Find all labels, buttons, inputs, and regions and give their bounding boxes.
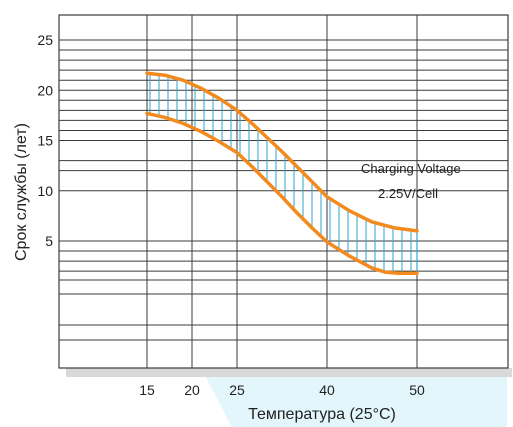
lower-life-curve — [145, 111, 419, 275]
grid — [59, 15, 508, 368]
y-tick-label: 20 — [37, 82, 53, 98]
x-axis-title: Температура (25°C) — [248, 406, 396, 423]
plot-shadow — [66, 368, 512, 377]
y-tick-labels: 25 20 15 10 5 — [37, 32, 53, 249]
curves — [145, 71, 419, 275]
x-tick-label: 50 — [409, 382, 425, 398]
y-tick-label: 10 — [37, 183, 53, 199]
upper-life-curve — [145, 71, 419, 233]
x-tick-label: 40 — [319, 382, 335, 398]
x-tick-labels: 15 20 25 40 50 — [139, 382, 425, 398]
y-tick-label: 15 — [37, 133, 53, 149]
x-axis-band — [202, 370, 507, 427]
y-tick-label: 5 — [45, 233, 53, 249]
annotation-line-1: Charging Voltage — [361, 161, 461, 176]
x-tick-label: 15 — [139, 382, 155, 398]
hatched-band — [149, 73, 418, 274]
plot-frame — [58, 14, 509, 369]
x-tick-label: 25 — [229, 382, 245, 398]
annotation-line-2: 2.25V/Cell — [378, 186, 438, 201]
y-tick-label: 25 — [37, 32, 53, 48]
y-axis-title: Срок службы (лет) — [13, 123, 30, 261]
x-tick-label: 20 — [184, 382, 200, 398]
